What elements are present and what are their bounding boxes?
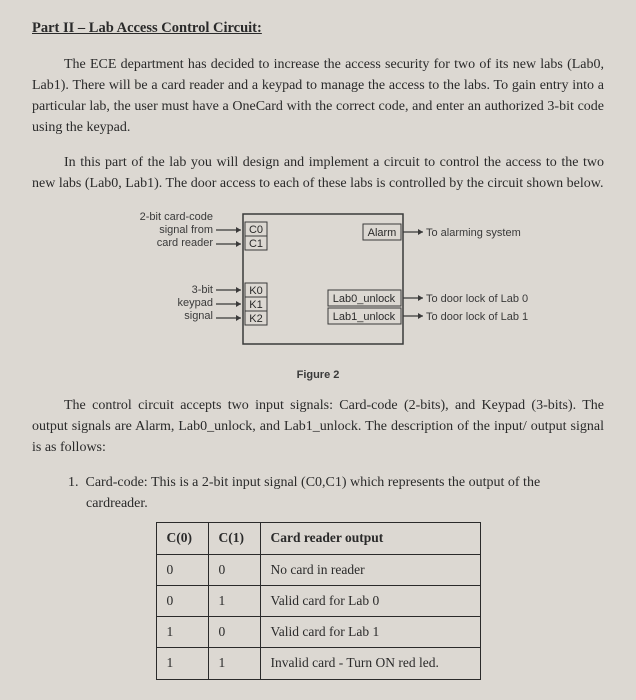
svg-text:card reader: card reader bbox=[157, 237, 214, 249]
paragraph-1: The ECE department has decided to increa… bbox=[32, 54, 604, 138]
cardcode-table: C(0) C(1) Card reader output 0 0 No card… bbox=[32, 522, 604, 679]
paragraph-3: The control circuit accepts two input si… bbox=[32, 395, 604, 458]
svg-text:C0: C0 bbox=[249, 224, 263, 236]
svg-text:keypad: keypad bbox=[178, 297, 213, 309]
svg-text:K0: K0 bbox=[249, 285, 262, 297]
table-header: Card reader output bbox=[260, 523, 480, 554]
list-number: 1. bbox=[68, 475, 79, 490]
svg-text:To door lock of Lab 0: To door lock of Lab 0 bbox=[426, 293, 528, 305]
svg-text:signal from: signal from bbox=[159, 224, 213, 236]
section-title: Part II – Lab Access Control Circuit: bbox=[32, 18, 604, 40]
svg-text:2-bit card-code: 2-bit card-code bbox=[140, 211, 213, 223]
list-text: Card-code: This is a 2-bit input signal … bbox=[86, 475, 541, 511]
table-row: 0 1 Valid card for Lab 0 bbox=[156, 585, 480, 616]
paragraph-2: In this part of the lab you will design … bbox=[32, 152, 604, 194]
table-row: 0 0 No card in reader bbox=[156, 554, 480, 585]
svg-text:Lab1_unlock: Lab1_unlock bbox=[333, 311, 396, 323]
svg-text:K2: K2 bbox=[249, 313, 262, 325]
svg-text:Lab0_unlock: Lab0_unlock bbox=[333, 293, 396, 305]
svg-text:To alarming system: To alarming system bbox=[426, 227, 521, 239]
figure-caption: Figure 2 bbox=[32, 367, 604, 384]
svg-text:3-bit: 3-bit bbox=[192, 284, 213, 296]
svg-text:To door lock of Lab 1: To door lock of Lab 1 bbox=[426, 311, 528, 323]
svg-text:K1: K1 bbox=[249, 299, 262, 311]
svg-text:C1: C1 bbox=[249, 238, 263, 250]
table-row: 1 0 Valid card for Lab 1 bbox=[156, 617, 480, 648]
circuit-diagram: 2-bit card-code signal from card reader … bbox=[32, 208, 604, 363]
list-item-1: 1. Card-code: This is a 2-bit input sign… bbox=[32, 472, 604, 514]
table-row: 1 1 Invalid card - Turn ON red led. bbox=[156, 648, 480, 679]
table-header: C(1) bbox=[208, 523, 260, 554]
svg-text:signal: signal bbox=[184, 310, 213, 322]
svg-text:Alarm: Alarm bbox=[368, 227, 397, 239]
table-header: C(0) bbox=[156, 523, 208, 554]
